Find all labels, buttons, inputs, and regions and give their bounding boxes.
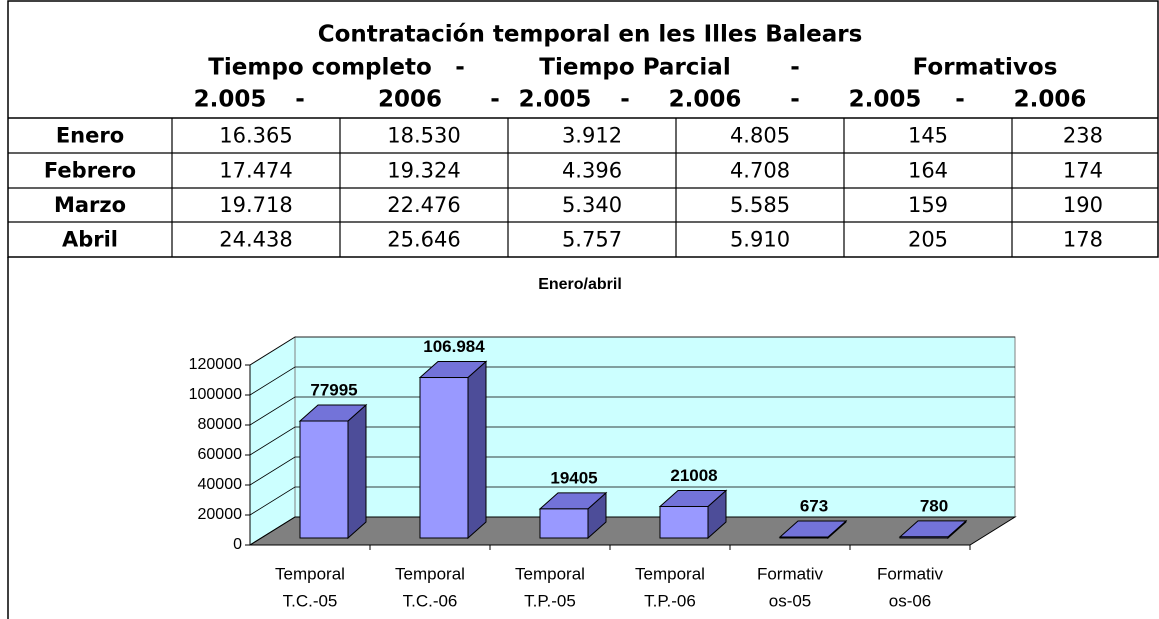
cell: 16.365 xyxy=(219,124,292,148)
data-label: 673 xyxy=(800,496,828,515)
x-tick-label: os-06 xyxy=(889,591,932,610)
y-tick-label: 60000 xyxy=(198,446,243,463)
cell: 145 xyxy=(908,124,948,148)
grid-line xyxy=(249,396,1015,426)
bar xyxy=(659,505,709,539)
grid-line xyxy=(249,456,1015,486)
cell: 3.912 xyxy=(562,124,622,148)
cell: 5.585 xyxy=(730,193,790,217)
grid-line xyxy=(249,516,1015,546)
x-tick-label: Formativ xyxy=(877,564,944,583)
bar xyxy=(539,508,589,539)
cell: 190 xyxy=(1063,193,1103,217)
cell: 19.718 xyxy=(219,193,292,217)
cell: 22.476 xyxy=(387,193,460,217)
cell: 5.757 xyxy=(562,228,622,252)
x-tick-label: T.C.-05 xyxy=(283,591,338,610)
data-label: 780 xyxy=(920,496,948,515)
table-border xyxy=(7,0,1159,258)
year-header: 2.006 xyxy=(1014,87,1087,113)
cell: 25.646 xyxy=(387,228,460,252)
x-tick-label: Temporal xyxy=(515,564,585,583)
data-label: 21008 xyxy=(670,466,717,485)
x-tick-label: Temporal xyxy=(395,564,465,583)
cell: 5.340 xyxy=(562,193,622,217)
x-tick-label: T.P.-06 xyxy=(644,591,696,610)
cell: 17.474 xyxy=(219,159,292,183)
bar xyxy=(419,377,469,539)
cell: 19.324 xyxy=(387,159,460,183)
y-tick-label: 120000 xyxy=(189,356,242,373)
table-title: Contratación temporal en les Illes Balea… xyxy=(318,22,863,48)
grid-line xyxy=(249,366,1015,396)
x-tick-label: T.P.-05 xyxy=(524,591,576,610)
cell: 238 xyxy=(1063,124,1103,148)
row-label: Abril xyxy=(62,228,118,252)
year-header: - xyxy=(790,87,800,113)
x-tick-label: os-05 xyxy=(769,591,812,610)
bar xyxy=(299,420,349,539)
grid-line xyxy=(249,486,1015,516)
y-tick-label: 80000 xyxy=(198,416,243,433)
year-header: - xyxy=(955,87,965,113)
row-label: Enero xyxy=(56,124,124,148)
chart-title: Enero/abril xyxy=(538,276,622,293)
x-tick-label: Temporal xyxy=(635,564,705,583)
cell: 174 xyxy=(1063,159,1103,183)
y-tick-label: 20000 xyxy=(198,506,243,523)
data-label: 77995 xyxy=(310,380,357,399)
group-header: - xyxy=(790,55,800,81)
row-label: Marzo xyxy=(54,193,126,217)
cell: 24.438 xyxy=(219,228,292,252)
year-header: - xyxy=(620,87,630,113)
group-header: Formativos xyxy=(913,55,1058,81)
cell: 4.396 xyxy=(562,159,622,183)
cell: 178 xyxy=(1063,228,1103,252)
y-tick-label: 100000 xyxy=(189,386,242,403)
year-header: 2.005 xyxy=(519,87,592,113)
grid-line xyxy=(249,336,1015,366)
cell: 205 xyxy=(908,228,948,252)
cell: 4.805 xyxy=(730,124,790,148)
group-header: - xyxy=(455,55,465,81)
row-label: Febrero xyxy=(44,159,136,183)
year-header: 2.005 xyxy=(849,87,922,113)
bar-side xyxy=(347,403,367,540)
cell: 159 xyxy=(908,193,948,217)
bar-side xyxy=(467,360,487,540)
cell: 4.708 xyxy=(730,159,790,183)
group-header: Tiempo Parcial xyxy=(539,55,730,81)
cell: 5.910 xyxy=(730,228,790,252)
year-header: 2.006 xyxy=(669,87,742,113)
data-label: 106.984 xyxy=(423,337,485,356)
cell: 18.530 xyxy=(387,124,460,148)
y-tick-label: 0 xyxy=(233,536,242,553)
x-tick-label: Formativ xyxy=(757,564,824,583)
year-header: - xyxy=(295,87,305,113)
x-tick-label: T.C.-06 xyxy=(403,591,458,610)
year-header: - xyxy=(490,87,500,113)
bar xyxy=(779,536,829,539)
grid-line xyxy=(249,426,1015,456)
year-header: 2.005 xyxy=(194,87,267,113)
x-tick-label: Temporal xyxy=(275,564,345,583)
data-label: 19405 xyxy=(550,468,597,487)
cell: 164 xyxy=(908,159,948,183)
group-header: Tiempo completo xyxy=(208,55,432,81)
year-header: 2006 xyxy=(378,87,442,113)
y-tick-label: 40000 xyxy=(198,476,243,493)
bar xyxy=(899,536,949,539)
